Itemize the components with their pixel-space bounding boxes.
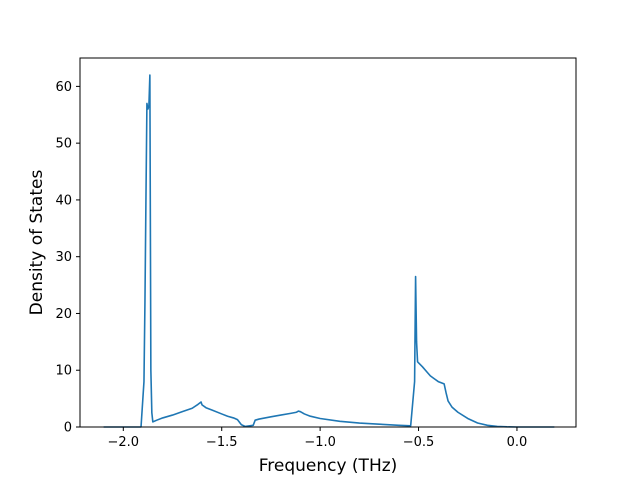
x-axis-ticks: −2.0 −1.5 −1.0 −0.5 0.0 xyxy=(108,427,528,450)
y-axis-ticks: 0 10 20 30 40 50 60 xyxy=(55,80,80,436)
x-axis-label: Frequency (THz) xyxy=(259,456,398,476)
series-layer xyxy=(103,74,555,428)
x-tick-label: −1.5 xyxy=(206,435,238,450)
y-tick-label: 20 xyxy=(55,307,72,322)
plot-frame xyxy=(79,57,577,428)
y-tick-label: 40 xyxy=(55,193,72,208)
x-tick-label: −2.0 xyxy=(108,435,140,450)
x-tick-label: 0.0 xyxy=(507,435,528,450)
series-line-0 xyxy=(103,74,555,428)
y-tick-label: 50 xyxy=(55,137,72,152)
y-tick-label: 60 xyxy=(55,80,72,95)
x-tick-label: −0.5 xyxy=(403,435,435,450)
y-tick-label: 30 xyxy=(55,250,72,265)
y-axis-label: Density of States xyxy=(27,170,47,316)
y-tick-label: 10 xyxy=(55,364,72,379)
plot-area xyxy=(80,58,576,427)
x-tick-label: −1.0 xyxy=(304,435,336,450)
y-tick-label: 0 xyxy=(64,421,72,436)
